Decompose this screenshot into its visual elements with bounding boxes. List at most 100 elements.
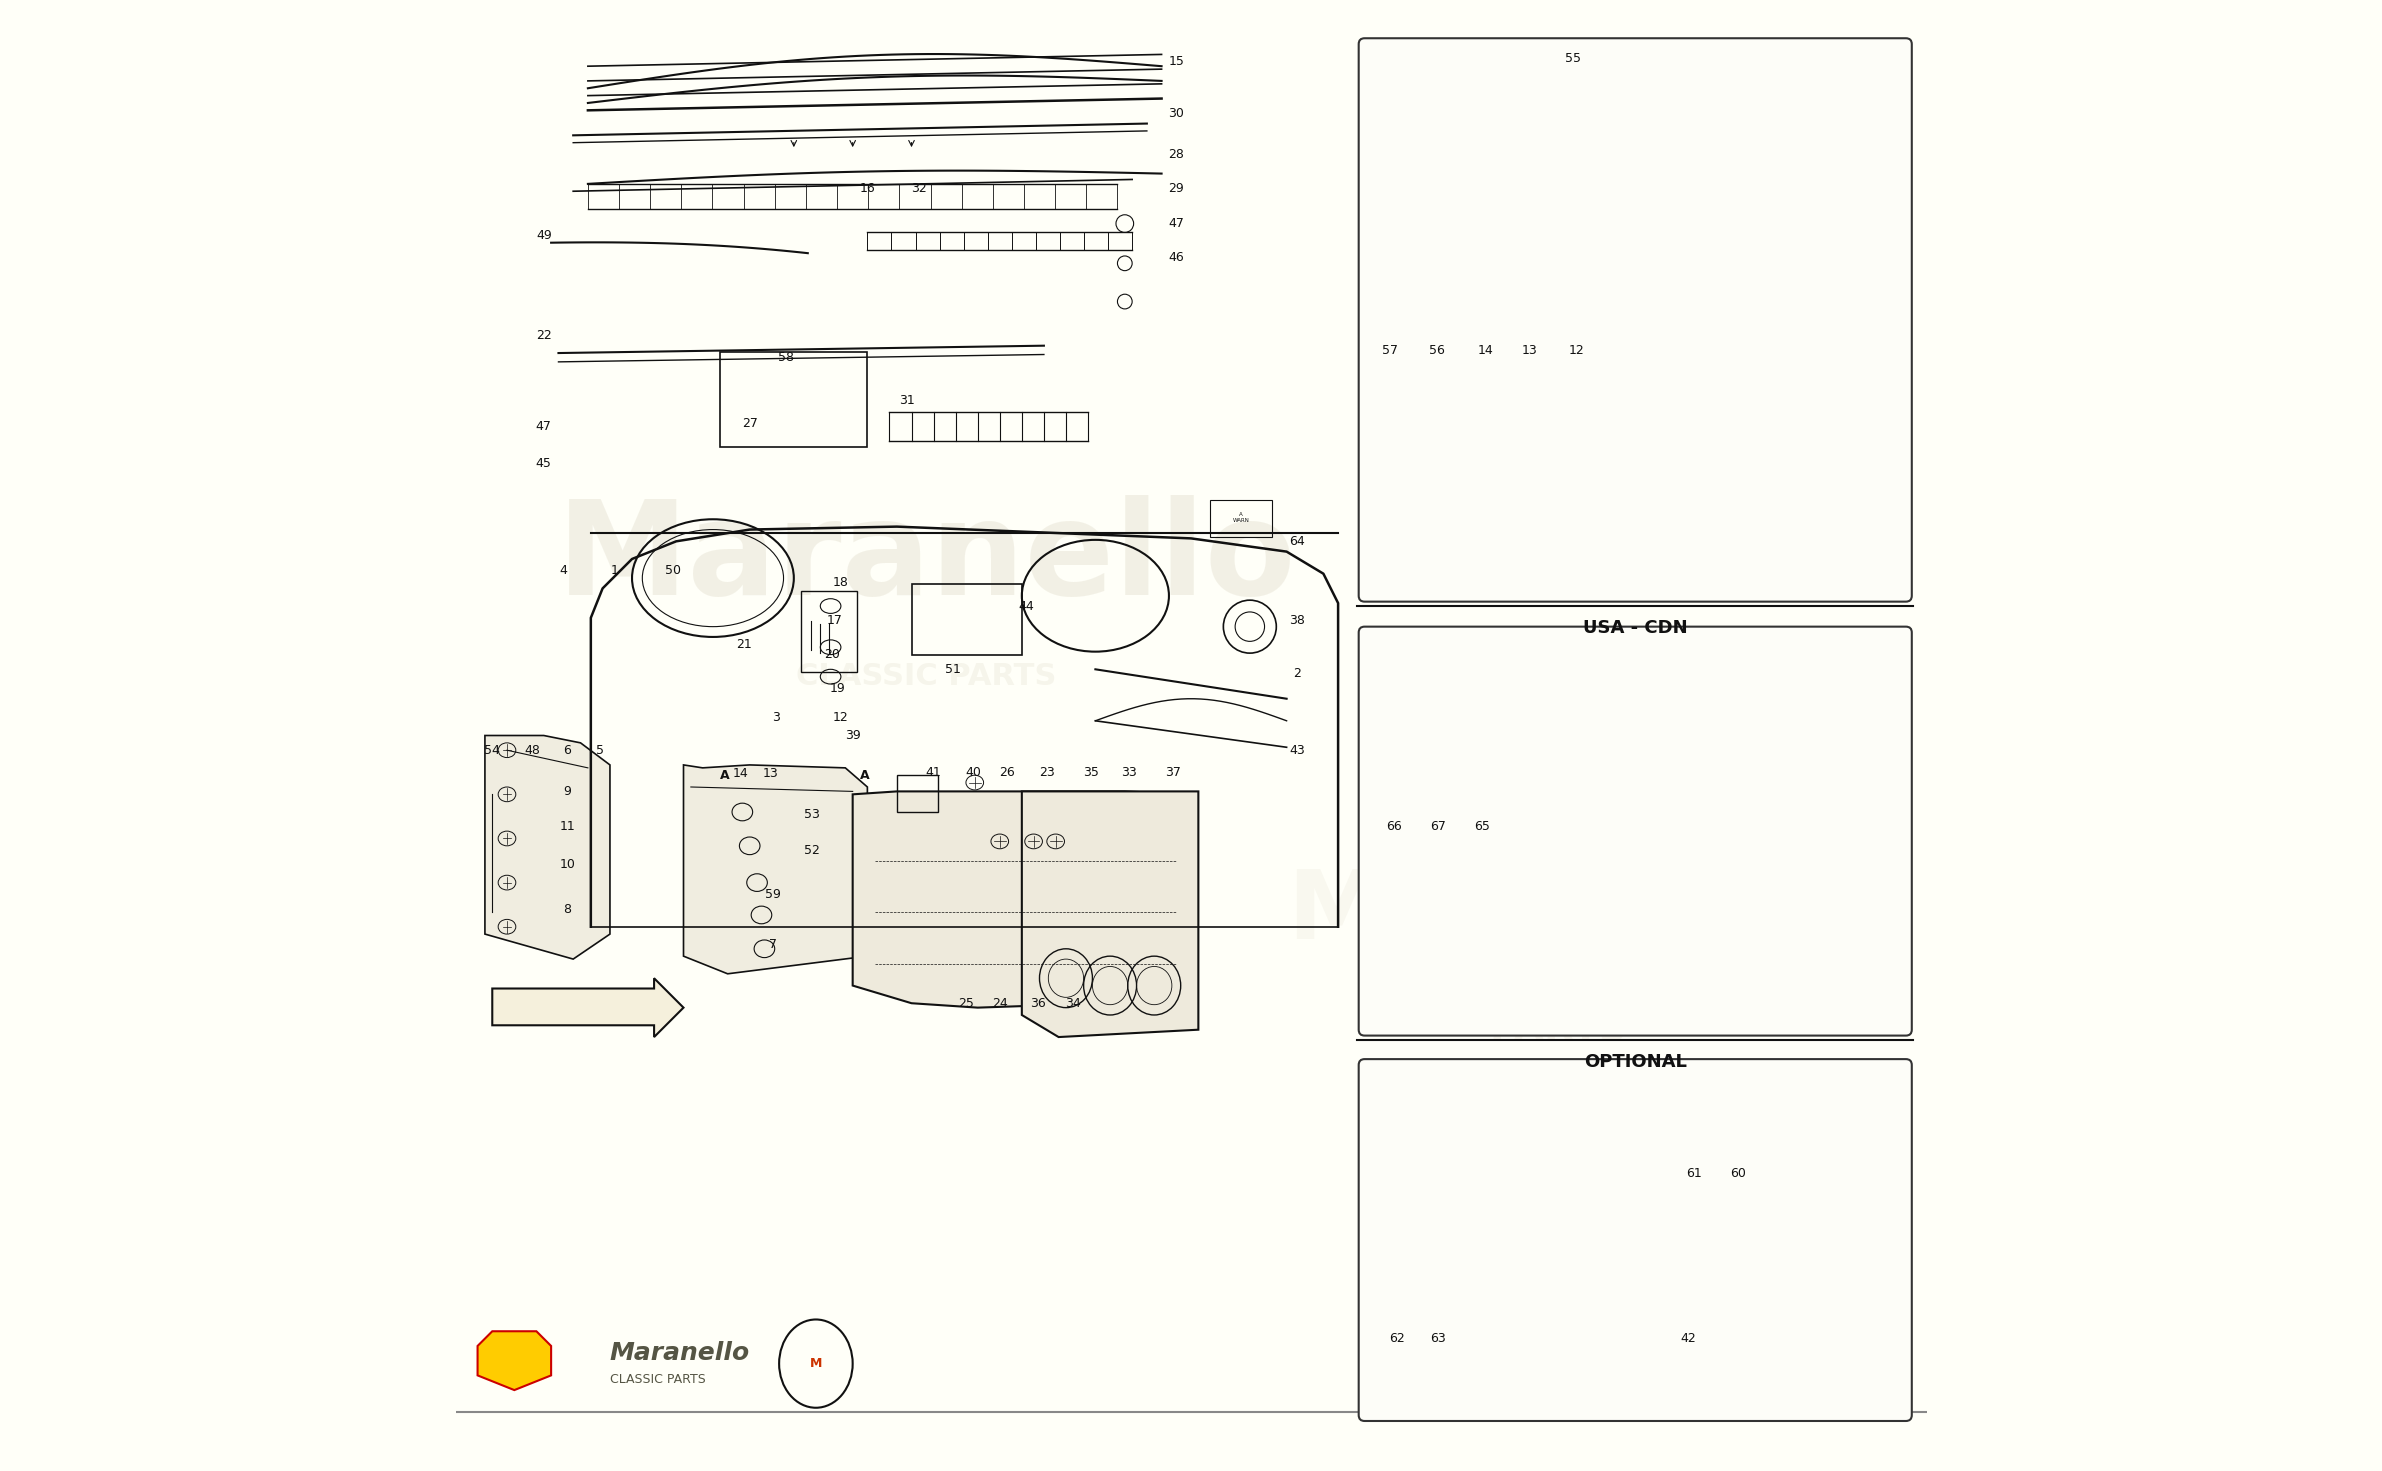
Text: 59: 59 (765, 888, 781, 900)
Text: 43: 43 (1289, 744, 1305, 756)
Text: 13: 13 (1522, 344, 1536, 356)
Text: 3: 3 (772, 712, 781, 724)
Text: 24: 24 (991, 997, 1008, 1009)
Text: 14: 14 (1477, 344, 1494, 356)
Text: Maranello: Maranello (610, 1342, 750, 1365)
Text: 37: 37 (1165, 766, 1181, 778)
Bar (800, 591, 858, 672)
Text: 50: 50 (665, 565, 681, 577)
Text: 21: 21 (736, 638, 753, 650)
Text: 34: 34 (1065, 997, 1081, 1009)
Text: Maranello: Maranello (557, 496, 1296, 622)
Polygon shape (476, 1331, 550, 1390)
Text: 52: 52 (803, 844, 819, 856)
Text: 38: 38 (1289, 615, 1305, 627)
Text: 65: 65 (1474, 821, 1491, 833)
Text: 13: 13 (762, 768, 779, 780)
Text: 10: 10 (560, 859, 574, 871)
Text: 22: 22 (536, 330, 553, 341)
Text: 23: 23 (1039, 766, 1055, 778)
Text: 48: 48 (524, 744, 541, 756)
Text: 11: 11 (560, 821, 574, 833)
Bar (896, 775, 939, 812)
Text: 60: 60 (1729, 1168, 1746, 1180)
Polygon shape (1022, 791, 1198, 1037)
Bar (1389, 1096, 1684, 1361)
Text: 6: 6 (565, 744, 572, 756)
FancyBboxPatch shape (1358, 1059, 1913, 1421)
Text: PARTS: PARTS (1489, 1011, 1627, 1049)
Text: 35: 35 (1084, 766, 1098, 778)
Text: 54: 54 (484, 744, 500, 756)
Polygon shape (684, 765, 867, 974)
Bar (719, 352, 867, 447)
Text: 20: 20 (824, 649, 841, 660)
Text: 26: 26 (1000, 766, 1015, 778)
Text: 31: 31 (900, 394, 915, 406)
Text: 62: 62 (1389, 1333, 1405, 1344)
Text: 30: 30 (1167, 107, 1184, 119)
Text: 28: 28 (1167, 149, 1184, 160)
Text: 66: 66 (1386, 821, 1403, 833)
Text: 33: 33 (1122, 766, 1136, 778)
Text: 45: 45 (536, 457, 553, 469)
Text: 12: 12 (1567, 344, 1584, 356)
Text: 1: 1 (610, 565, 619, 577)
Text: 8: 8 (562, 903, 572, 915)
Bar (1210, 500, 1272, 537)
Text: 44: 44 (1019, 600, 1034, 612)
Text: 4: 4 (560, 565, 567, 577)
Text: 27: 27 (741, 418, 757, 430)
Polygon shape (493, 978, 684, 1037)
Text: 47: 47 (536, 421, 553, 432)
Text: 2: 2 (1293, 668, 1301, 680)
Text: CLASSIC PARTS: CLASSIC PARTS (610, 1374, 705, 1386)
Text: 7: 7 (769, 938, 777, 950)
Polygon shape (486, 736, 610, 959)
Text: 53: 53 (803, 809, 819, 821)
Bar (1558, 783, 1655, 838)
Text: 46: 46 (1170, 252, 1184, 263)
Polygon shape (853, 791, 1191, 1008)
Text: 15: 15 (1167, 56, 1184, 68)
Text: 32: 32 (910, 182, 927, 194)
Text: 51: 51 (946, 663, 960, 675)
Text: 17: 17 (827, 615, 843, 627)
Text: 36: 36 (1029, 997, 1046, 1009)
Text: 19: 19 (829, 683, 846, 694)
Text: 63: 63 (1429, 1333, 1446, 1344)
Text: 9: 9 (565, 786, 572, 797)
Text: 58: 58 (779, 352, 796, 363)
Bar (1420, 93, 1565, 154)
FancyBboxPatch shape (1358, 38, 1913, 602)
FancyBboxPatch shape (1358, 627, 1913, 1036)
Text: A: A (860, 769, 869, 781)
Text: 47: 47 (1167, 218, 1184, 229)
Text: 5: 5 (596, 744, 603, 756)
Bar (1698, 1269, 1846, 1331)
Text: OPTIONAL: OPTIONAL (1584, 1053, 1686, 1071)
Text: 14: 14 (734, 768, 748, 780)
Text: 18: 18 (834, 577, 848, 588)
Text: 40: 40 (965, 766, 981, 778)
Text: 55: 55 (1565, 53, 1582, 65)
Text: USA - CDN: USA - CDN (1584, 619, 1686, 637)
Text: Maranello: Maranello (557, 496, 1296, 622)
Text: A
WARN: A WARN (1231, 512, 1251, 524)
Text: A: A (719, 769, 729, 781)
Text: 61: 61 (1686, 1168, 1703, 1180)
Text: 29: 29 (1170, 182, 1184, 194)
Text: M: M (810, 1358, 822, 1370)
Text: 42: 42 (1679, 1333, 1696, 1344)
Text: 12: 12 (834, 712, 848, 724)
Text: 64: 64 (1289, 535, 1305, 547)
Text: CLASSIC PARTS: CLASSIC PARTS (796, 662, 1055, 691)
Text: 16: 16 (860, 182, 874, 194)
Text: 67: 67 (1429, 821, 1446, 833)
Text: 57: 57 (1382, 344, 1398, 356)
Text: 41: 41 (927, 766, 941, 778)
Text: 56: 56 (1429, 344, 1443, 356)
Text: 49: 49 (536, 229, 553, 241)
Bar (912, 584, 1022, 655)
Text: 39: 39 (846, 730, 860, 741)
